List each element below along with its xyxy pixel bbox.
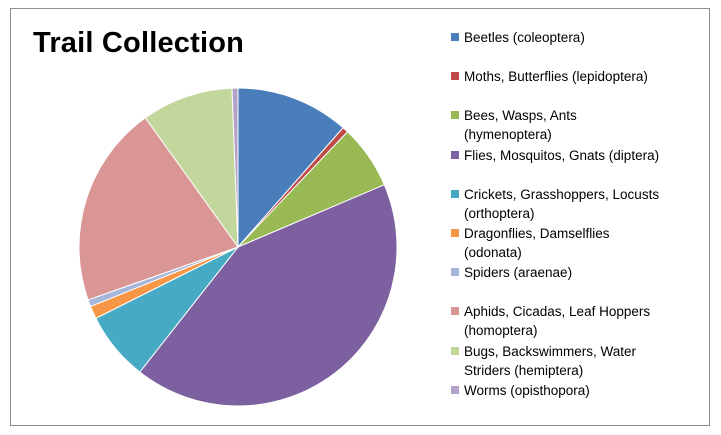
pie-slice-4 — [139, 184, 398, 407]
pie-slice-9 — [144, 87, 239, 249]
legend-swatch — [451, 33, 459, 41]
legend-label: Beetles (coleoptera) — [464, 30, 585, 45]
legend-label: Worms (opisthopora) — [464, 383, 590, 398]
legend-label: Flies, Mosquitos, Gnats (diptera) — [464, 148, 660, 163]
legend-label: Dragonflies, Damselflies (odonata) — [464, 226, 610, 260]
legend-swatch — [451, 111, 459, 119]
legend-label: Spiders (araenae) — [464, 265, 573, 280]
legend-swatch — [451, 347, 459, 355]
legend-label: Bugs, Backswimmers, Water Striders (hemi… — [464, 344, 637, 378]
chart-title: Trail Collection — [33, 27, 245, 59]
legend-swatch — [451, 151, 459, 159]
pie-slice-8 — [78, 117, 239, 301]
pie-chart — [78, 87, 398, 407]
legend-label: Aphids, Cicadas, Leaf Hoppers (homoptera… — [464, 304, 651, 338]
legend-label: Bees, Wasps, Ants (hymenoptera) — [464, 108, 577, 142]
pie-slice-10 — [231, 87, 239, 248]
legend-swatch — [451, 268, 459, 276]
legend-swatch — [451, 72, 459, 80]
legend-label: Moths, Butterflies (lepidoptera) — [464, 69, 648, 84]
pie-slice-1 — [237, 87, 344, 249]
legend-label: Crickets, Grasshoppers, Locusts (orthopt… — [464, 187, 660, 221]
legend-swatch — [451, 307, 459, 315]
legend-swatch — [451, 229, 459, 237]
legend-swatch — [451, 190, 459, 198]
chart-area: Trail Collection Beetles (coleoptera) Mot… — [10, 8, 710, 426]
legend-swatch — [451, 386, 459, 394]
